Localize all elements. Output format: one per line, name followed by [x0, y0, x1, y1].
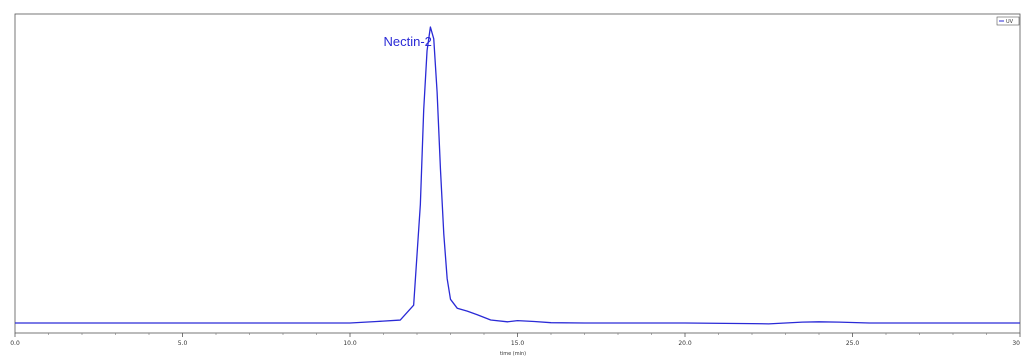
x-tick-label: 20.0	[678, 340, 692, 347]
x-axis: 0.0 5.0 10.0 15.0 20.0 25.0 30	[10, 333, 1021, 347]
x-tick-label: 0.0	[10, 340, 20, 347]
x-tick-label: 5.0	[178, 340, 188, 347]
annotation-layer: Nectin-2	[384, 34, 432, 49]
plot-frame	[14, 13, 1021, 334]
x-tick-label: 10.0	[343, 340, 357, 347]
x-tick-label: 15.0	[511, 340, 525, 347]
x-tick-label: 30	[1012, 340, 1020, 347]
series-layer	[15, 26, 1020, 325]
series-line-uv	[15, 26, 1020, 325]
legend-entry-uv: UV	[1006, 19, 1014, 25]
legend[interactable]: UV	[996, 16, 1020, 26]
legend-box	[996, 16, 1020, 26]
x-axis-title: time (min)	[500, 351, 526, 357]
x-tick-label: 25.0	[846, 340, 860, 347]
peak-annotation: Nectin-2	[384, 34, 432, 49]
